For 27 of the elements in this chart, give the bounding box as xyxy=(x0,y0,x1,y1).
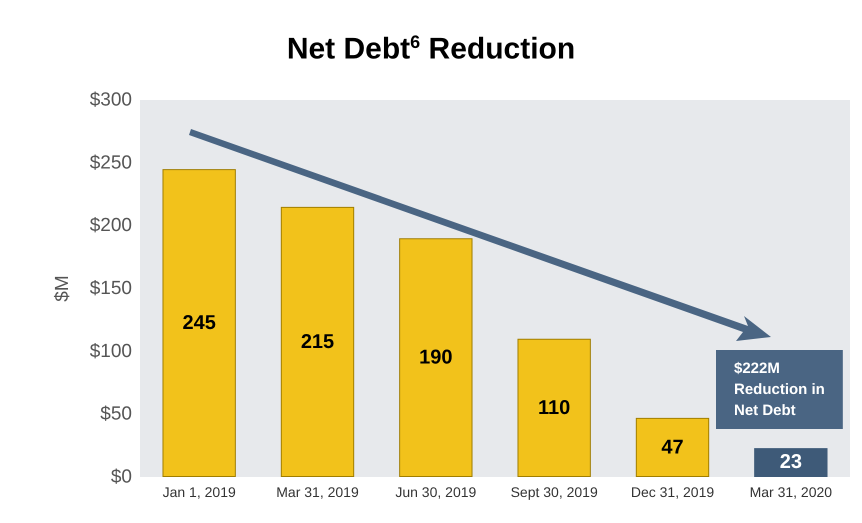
x-tick-label: Jun 30, 2019 xyxy=(395,484,477,500)
y-tick-label: $150 xyxy=(90,278,132,299)
x-tick-label: Jan 1, 2019 xyxy=(162,484,236,500)
y-tick-label: $200 xyxy=(90,215,132,236)
bar xyxy=(517,338,591,477)
data-label: 245 xyxy=(182,312,216,334)
data-label: 23 xyxy=(780,451,802,473)
x-tick-label: Mar 31, 2019 xyxy=(276,484,359,500)
y-tick-label: $100 xyxy=(90,340,132,362)
bar xyxy=(162,169,236,477)
bar xyxy=(280,206,354,477)
data-label: 47 xyxy=(661,436,684,458)
y-axis-title: $M xyxy=(52,275,73,302)
bar xyxy=(754,448,828,477)
y-tick-label: $250 xyxy=(90,152,132,174)
y-tick-label: $300 xyxy=(90,90,132,110)
data-label: 190 xyxy=(419,346,453,369)
annotation: $222M Reduction in Net Debt xyxy=(734,360,825,419)
y-tick-label: $50 xyxy=(100,404,132,425)
x-tick-label: Mar 31, 2020 xyxy=(750,484,832,500)
data-label: 110 xyxy=(538,396,570,419)
y-tick-label: $0 xyxy=(110,466,132,488)
bar xyxy=(399,238,473,477)
bar xyxy=(636,418,710,477)
x-tick-label: Sept 30, 2019 xyxy=(510,484,598,500)
data-label: 215 xyxy=(300,330,334,353)
x-tick-label: Dec 31, 2019 xyxy=(630,484,714,500)
